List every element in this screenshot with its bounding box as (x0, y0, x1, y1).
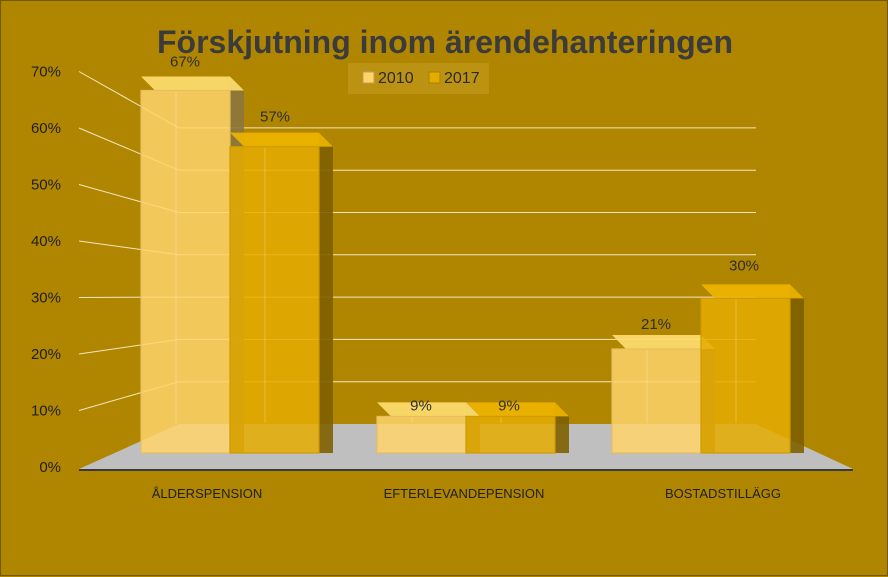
x-category-label: BOSTADSTILLÄGG (665, 486, 781, 501)
legend-label: 2017 (444, 70, 480, 87)
y-tick-label: 40% (31, 233, 61, 250)
data-label: 57% (260, 109, 290, 126)
y-tick-label: 10% (31, 403, 61, 420)
legend-label: 2010 (378, 70, 414, 87)
bar-top (701, 284, 804, 298)
y-tick-label: 70% (31, 64, 61, 81)
bar-front (701, 298, 790, 453)
bar-side (319, 133, 333, 453)
bar-top (141, 76, 244, 90)
bar-top (612, 335, 715, 349)
data-label: 9% (410, 397, 432, 414)
data-label: 21% (641, 316, 671, 333)
legend: 2010 2017 (348, 63, 489, 94)
bar-front (377, 416, 466, 453)
legend-swatch (429, 72, 440, 83)
bar (612, 335, 715, 453)
y-tick-label: 50% (31, 177, 61, 194)
y-tick-label: 30% (31, 290, 61, 307)
bar-front (230, 147, 319, 453)
data-label: 30% (729, 257, 759, 274)
legend-swatch (363, 72, 374, 83)
bar (141, 76, 244, 453)
bar-front (612, 349, 701, 453)
bar (701, 284, 804, 453)
y-tick-label: 60% (31, 120, 61, 137)
x-category-label: EFTERLEVANDEPENSION (384, 486, 545, 501)
y-axis-tick-labels: 0% 10% 20% 30% 40% 50% 60% 70% (31, 64, 61, 477)
y-tick-label: 0% (39, 459, 61, 476)
y-tick-label: 20% (31, 346, 61, 363)
bar-top (230, 133, 333, 147)
bars (141, 76, 804, 453)
data-label: 9% (498, 397, 520, 414)
bar-front (466, 416, 555, 453)
chart-title: Förskjutning inom ärendehanteringen (157, 24, 733, 60)
x-axis-category-labels: ÅLDERSPENSION EFTERLEVANDEPENSION BOSTADST… (152, 486, 781, 501)
x-category-label: ÅLDERSPENSION (152, 486, 263, 501)
bar-front (141, 90, 230, 453)
bar (230, 133, 333, 453)
bar-side (790, 284, 804, 453)
